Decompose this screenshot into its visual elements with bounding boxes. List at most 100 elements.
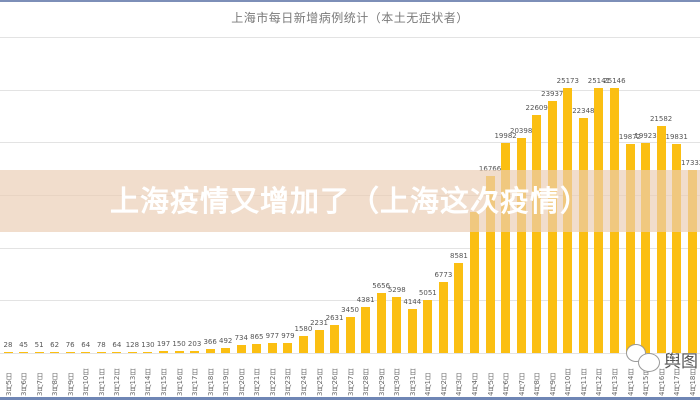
bar-value-label: 21582 <box>649 114 673 123</box>
bar <box>454 262 464 353</box>
x-tick-label: 3月24日 <box>299 368 308 396</box>
bar <box>65 352 75 353</box>
x-tick-label: 3月21日 <box>253 368 262 396</box>
top-border <box>0 0 700 2</box>
bar <box>267 342 277 353</box>
bar <box>283 342 293 353</box>
x-tick-label: 3月17日 <box>191 368 200 396</box>
x-tick-label: 3月31日 <box>408 368 417 396</box>
bar <box>516 138 526 353</box>
bottom-border <box>0 397 700 400</box>
headline-text: 上海疫情又增加了（上海这次疫情） <box>109 184 590 218</box>
bar-value-label: 51 <box>34 341 44 349</box>
bar-value-label: 16766 <box>479 165 501 173</box>
x-tick-label: 4月5日 <box>486 373 495 396</box>
bar <box>376 293 386 353</box>
watermark-text: 舆图 <box>664 352 698 372</box>
bar <box>96 352 106 353</box>
bar <box>143 351 153 353</box>
bar <box>50 352 60 353</box>
x-tick-label: 4月11日 <box>579 368 588 396</box>
bar-value-label: 5656 <box>372 282 391 291</box>
bar-value-label: 865 <box>250 332 264 341</box>
bar <box>236 345 246 353</box>
x-tick-label: 3月9日 <box>66 373 75 396</box>
x-tick-label: 3月11日 <box>97 368 106 396</box>
bar-value-label: 25146 <box>603 77 626 86</box>
bar-value-label: 20398 <box>510 127 533 136</box>
x-tick-label: 4月10日 <box>564 368 573 396</box>
gridline <box>0 142 700 144</box>
bar-value-label: 64 <box>81 341 91 349</box>
x-tick-label: 3月19日 <box>222 368 231 396</box>
bar-value-label: 25173 <box>556 76 579 85</box>
bar <box>205 349 215 353</box>
x-tick-label: 4月7日 <box>517 373 526 396</box>
bar <box>81 352 91 353</box>
bar <box>672 144 682 353</box>
bar-value-label: 366 <box>203 338 217 347</box>
bar <box>190 350 200 353</box>
x-tick-label: 3月12日 <box>113 368 122 396</box>
bar <box>298 336 308 353</box>
bar-value-label: 2631 <box>325 314 344 323</box>
bar <box>501 142 511 353</box>
bar <box>221 347 231 353</box>
gridline <box>0 353 700 354</box>
bar-value-label: 197 <box>156 339 171 348</box>
bar <box>438 281 448 353</box>
x-tick-label: 4月9日 <box>548 373 557 396</box>
chart-title: 上海市每日新增病例统计（本土无症状者） <box>231 11 469 25</box>
gridline <box>0 247 700 249</box>
x-tick-label: 3月29日 <box>377 368 386 396</box>
bar-value-label: 5051 <box>418 288 437 297</box>
x-tick-label: 3月16日 <box>175 368 184 396</box>
bar <box>34 352 44 353</box>
bar-value-label: 19923 <box>634 132 657 141</box>
bar-value-label: 130 <box>141 340 155 349</box>
x-tick-label: 3月10日 <box>82 368 91 396</box>
bar-value-label: 8581 <box>450 251 468 260</box>
x-tick-label: 3月23日 <box>284 368 293 396</box>
x-tick-label: 4月1日 <box>424 373 433 396</box>
bar <box>174 351 184 353</box>
x-tick-label: 3月30日 <box>393 368 402 396</box>
x-tick-label: 3月26日 <box>331 368 340 396</box>
gridline <box>0 300 700 302</box>
x-tick-label: 3月18日 <box>206 368 215 396</box>
bar-value-label: 128 <box>125 340 140 349</box>
bar-value-label: 2231 <box>310 318 328 327</box>
bar <box>407 309 417 353</box>
bar-value-label: 28 <box>3 341 13 349</box>
bar-value-label: 203 <box>187 339 202 348</box>
x-tick-label: 4月3日 <box>455 373 464 396</box>
x-tick-label: 4月13日 <box>610 368 619 396</box>
bar-value-label: 62 <box>50 341 60 349</box>
bar-value-label: 3450 <box>341 305 360 314</box>
bar-value-label: 150 <box>172 340 186 349</box>
bar <box>314 329 324 353</box>
bar <box>19 352 29 353</box>
gridline <box>0 37 700 38</box>
x-tick-label: 3月13日 <box>128 368 137 396</box>
bar <box>392 297 402 353</box>
bar-value-label: 4381 <box>356 295 375 304</box>
bar-value-label: 492 <box>219 336 233 345</box>
bar-value-label: 4144 <box>403 298 422 307</box>
bar <box>127 351 137 353</box>
bar <box>470 212 479 353</box>
x-tick-label: 3月25日 <box>315 368 324 396</box>
bar-value-label: 6773 <box>434 270 453 279</box>
x-tick-label: 4月12日 <box>595 368 604 396</box>
wechat-watermark: 舆图 <box>624 344 700 374</box>
bar-value-label: 23937 <box>541 89 564 98</box>
wechat-icon-secondary <box>638 353 660 372</box>
bar-value-label: 17332 <box>681 159 700 168</box>
bar <box>345 316 355 353</box>
bar <box>159 350 168 353</box>
bar-value-label: 22609 <box>525 103 548 112</box>
x-tick-label: 3月5日 <box>4 373 13 396</box>
x-tick-label: 3月22日 <box>268 368 277 396</box>
bar-value-label: 977 <box>265 331 280 340</box>
x-tick-label: 3月6日 <box>20 373 29 396</box>
